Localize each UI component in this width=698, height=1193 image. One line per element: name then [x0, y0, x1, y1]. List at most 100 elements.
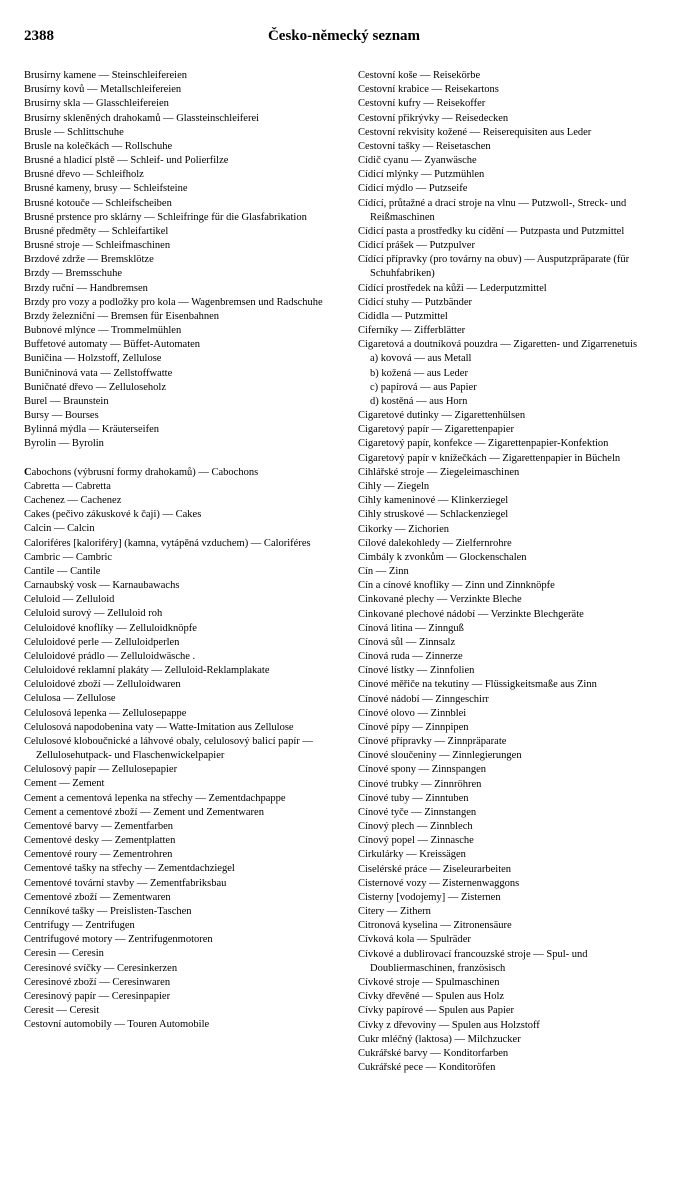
dictionary-entry: Cementové tašky na střechy — Zementdachz… [24, 862, 340, 876]
dictionary-entry: Cínové měřiče na tekutiny — Flüssigkeits… [358, 678, 674, 692]
dictionary-entry: Cement — Zement [24, 777, 340, 791]
dictionary-entry: Cestovní kufry — Reisekoffer [358, 97, 674, 111]
dictionary-entry: Ceresinové zboží — Ceresinwaren [24, 976, 340, 990]
dictionary-entry: Cigaretové dutinky — Zigarettenhülsen [358, 409, 674, 423]
dictionary-entry: Brusné kotouče — Schleifscheiben [24, 197, 340, 211]
dictionary-entry: Cachenez — Cachenez [24, 494, 340, 508]
dictionary-entry: Cambric — Cambric [24, 551, 340, 565]
dictionary-entry: Brusné prstence pro sklárny — Schleifrin… [24, 211, 340, 225]
dictionary-entry: a) kovová — aus Metall [358, 352, 674, 366]
page-number: 2388 [24, 28, 54, 45]
dictionary-entry: Brusle na kolečkách — Rollschuhe [24, 140, 340, 154]
dictionary-entry: Bursy — Bourses [24, 409, 340, 423]
dictionary-entry: Cenníkové tašky — Preislisten-Taschen [24, 905, 340, 919]
dictionary-entry: Cínová ruda — Zinnerze [358, 650, 674, 664]
dictionary-entry: Brzdy — Bremsschuhe [24, 267, 340, 281]
dictionary-entry: Byrolin — Byrolin [24, 437, 340, 451]
dictionary-entry: Ciselérské práce — Ziseleurarbeiten [358, 863, 674, 877]
dictionary-entry: Cídicí mýdlo — Putzseife [358, 182, 674, 196]
dictionary-entry: Cigaretová a doutníková pouzdra — Zigare… [358, 338, 674, 352]
dictionary-entry: Brzdy železniční — Bremsen für Eisenbahn… [24, 310, 340, 324]
right-column: Cestovní koše — ReisekörbeCestovní krabi… [358, 69, 674, 1075]
dictionary-entry: Cestovní automobily — Touren Automobile [24, 1018, 340, 1032]
dictionary-entry: Cihly kameninové — Klinkerziegel [358, 494, 674, 508]
dictionary-entry: Cínový plech — Zinnblech [358, 820, 674, 834]
dictionary-entry: Cirkulárky — Kreissägen [358, 848, 674, 862]
dictionary-entry: Cigaretový papír v knížečkách — Zigarett… [358, 452, 674, 466]
dictionary-entry: Cikorky — Zichorien [358, 523, 674, 537]
dictionary-entry: Cínové tyče — Zinnstangen [358, 806, 674, 820]
dictionary-entry: Brusné stroje — Schleifmaschinen [24, 239, 340, 253]
dictionary-entry: Cestovní tašky — Reisetaschen [358, 140, 674, 154]
dictionary-entry: Carnaubský vosk — Karnaubawachs [24, 579, 340, 593]
dictionary-entry: Citery — Zithern [358, 905, 674, 919]
dictionary-entry: Cantile — Cantile [24, 565, 340, 579]
dictionary-entry: Cukrářské pece — Konditoröfen [358, 1061, 674, 1075]
dictionary-entry: Cestovní přikrývky — Reisedecken [358, 112, 674, 126]
dictionary-entry: Cílové dalekohledy — Zielfernrohre [358, 537, 674, 551]
section-gap [24, 452, 340, 466]
dictionary-entry: Cínové lístky — Zinnfolien [358, 664, 674, 678]
dictionary-entry: Cimbály k zvonkům — Glockenschalen [358, 551, 674, 565]
dictionary-entry: Celuloidové reklamní plakáty — Zelluloid… [24, 664, 340, 678]
dictionary-entry: Cídící prostředek na kůži — Lederputzmit… [358, 282, 674, 296]
dictionary-entry: Ceresinové svíčky — Ceresinkerzen [24, 962, 340, 976]
dictionary-entry: Cín a cínové knoflíky — Zinn und Zinnknö… [358, 579, 674, 593]
dictionary-entry: Celuloidové knoflíky — Zelluloidknöpfe [24, 622, 340, 636]
dictionary-entry: Celulosové kloboučnické a láhvové obaly,… [24, 735, 340, 763]
dictionary-entry: Cívkové stroje — Spulmaschinen [358, 976, 674, 990]
dictionary-entry: Cukrářské barvy — Konditorfarben [358, 1047, 674, 1061]
dictionary-entry: Cementové zboží — Zementwaren [24, 891, 340, 905]
dictionary-entry: Brusné a hladicí plstě — Schleif- und Po… [24, 154, 340, 168]
dictionary-entry: Cídidla — Putzmittel [358, 310, 674, 324]
dictionary-entry: Cínový popel — Zinnasche [358, 834, 674, 848]
page-title: Česko-německý seznam [54, 28, 674, 45]
dictionary-entry: Brzdové zdrže — Bremsklötze [24, 253, 340, 267]
dictionary-columns: Brusírny kamene — Steinschleifereien Brus… [24, 69, 674, 1075]
dictionary-entry: Cívková kola — Spulräder [358, 933, 674, 947]
dictionary-entry: Cestovní rekvisity kožené — Reiserequisi… [358, 126, 674, 140]
dictionary-entry: Cídicí pasta a prostředky ku cídění — Pu… [358, 225, 674, 239]
dictionary-entry: Cídicí mlýnky — Putzmühlen [358, 168, 674, 182]
left-column: Brusírny kamene — Steinschleifereien Brus… [24, 69, 340, 1075]
dictionary-entry: Cídicí prášek — Putzpulver [358, 239, 674, 253]
dictionary-entry: Cívky z dřevoviny — Spulen aus Holzstoff [358, 1019, 674, 1033]
dictionary-entry: Ceresit — Ceresit [24, 1004, 340, 1018]
dictionary-entry: Cigaretový papír — Zigarettenpapier [358, 423, 674, 437]
dictionary-entry: Cementové tovární stavby — Zementfabriks… [24, 877, 340, 891]
dictionary-entry: Brusné kameny, brusy — Schleifsteine [24, 182, 340, 196]
dictionary-entry: Brusné dřevo — Schleifholz [24, 168, 340, 182]
dictionary-entry: Cídící přípravky (pro továrny na obuv) —… [358, 253, 674, 281]
dictionary-entry: Brusle — Schlittschuhe [24, 126, 340, 140]
dictionary-entry: c) papírová — aus Papier [358, 381, 674, 395]
dictionary-entry: Cakes (pečivo zákuskové k čaji) — Cakes [24, 508, 340, 522]
dictionary-entry: Celuloid — Zelluloid [24, 593, 340, 607]
dictionary-entry: Cinkované plechové nádobí — Verzinkte Bl… [358, 608, 674, 622]
dictionary-entry: Cigaretový papír, konfekce — Zigarettenp… [358, 437, 674, 451]
dictionary-entry: Brusírny kamene — Steinschleifereien [24, 69, 340, 83]
dictionary-entry: Cínové přípravky — Zinnpräparate [358, 735, 674, 749]
dictionary-entry: b) kožená — aus Leder [358, 367, 674, 381]
dictionary-entry: Cín — Zinn [358, 565, 674, 579]
dictionary-entry: Citronová kyselina — Zitronensäure [358, 919, 674, 933]
dictionary-entry: Cínové nádobí — Zinngeschirr [358, 693, 674, 707]
dictionary-entry: Cínové olovo — Zinnblei [358, 707, 674, 721]
dictionary-entry: Bubnové mlýnce — Trommelmühlen [24, 324, 340, 338]
page-header: 2388 Česko-německý seznam [24, 28, 674, 45]
dictionary-entry: Cínová litina — Zinnguß [358, 622, 674, 636]
dictionary-entry: Calcin — Calcin [24, 522, 340, 536]
dictionary-entry: Cementové barvy — Zementfarben [24, 820, 340, 834]
dictionary-entry: Brusné předměty — Schleifartikel [24, 225, 340, 239]
dictionary-entry: Cívky dřevěné — Spulen aus Holz [358, 990, 674, 1004]
dictionary-entry: Brusírny skla — Glasschleifereien [24, 97, 340, 111]
dictionary-entry: Burel — Braunstein [24, 395, 340, 409]
dictionary-entry: Cídící, průtažné a drací stroje na vlnu … [358, 197, 674, 225]
dictionary-entry: Brzdy pro vozy a podložky pro kola — Wag… [24, 296, 340, 310]
dictionary-entry: Cisternové vozy — Zisternenwaggons [358, 877, 674, 891]
dictionary-entry: Buničninová vata — Zellstoffwatte [24, 367, 340, 381]
dictionary-entry: Cementové roury — Zementrohren [24, 848, 340, 862]
dictionary-entry: d) kostěná — aus Horn [358, 395, 674, 409]
dictionary-entry: Celulosová lepenka — Zellulosepappe [24, 707, 340, 721]
dictionary-entry: Celulosa — Zellulose [24, 692, 340, 706]
dictionary-entry: Buničnaté dřevo — Zelluloseholz [24, 381, 340, 395]
